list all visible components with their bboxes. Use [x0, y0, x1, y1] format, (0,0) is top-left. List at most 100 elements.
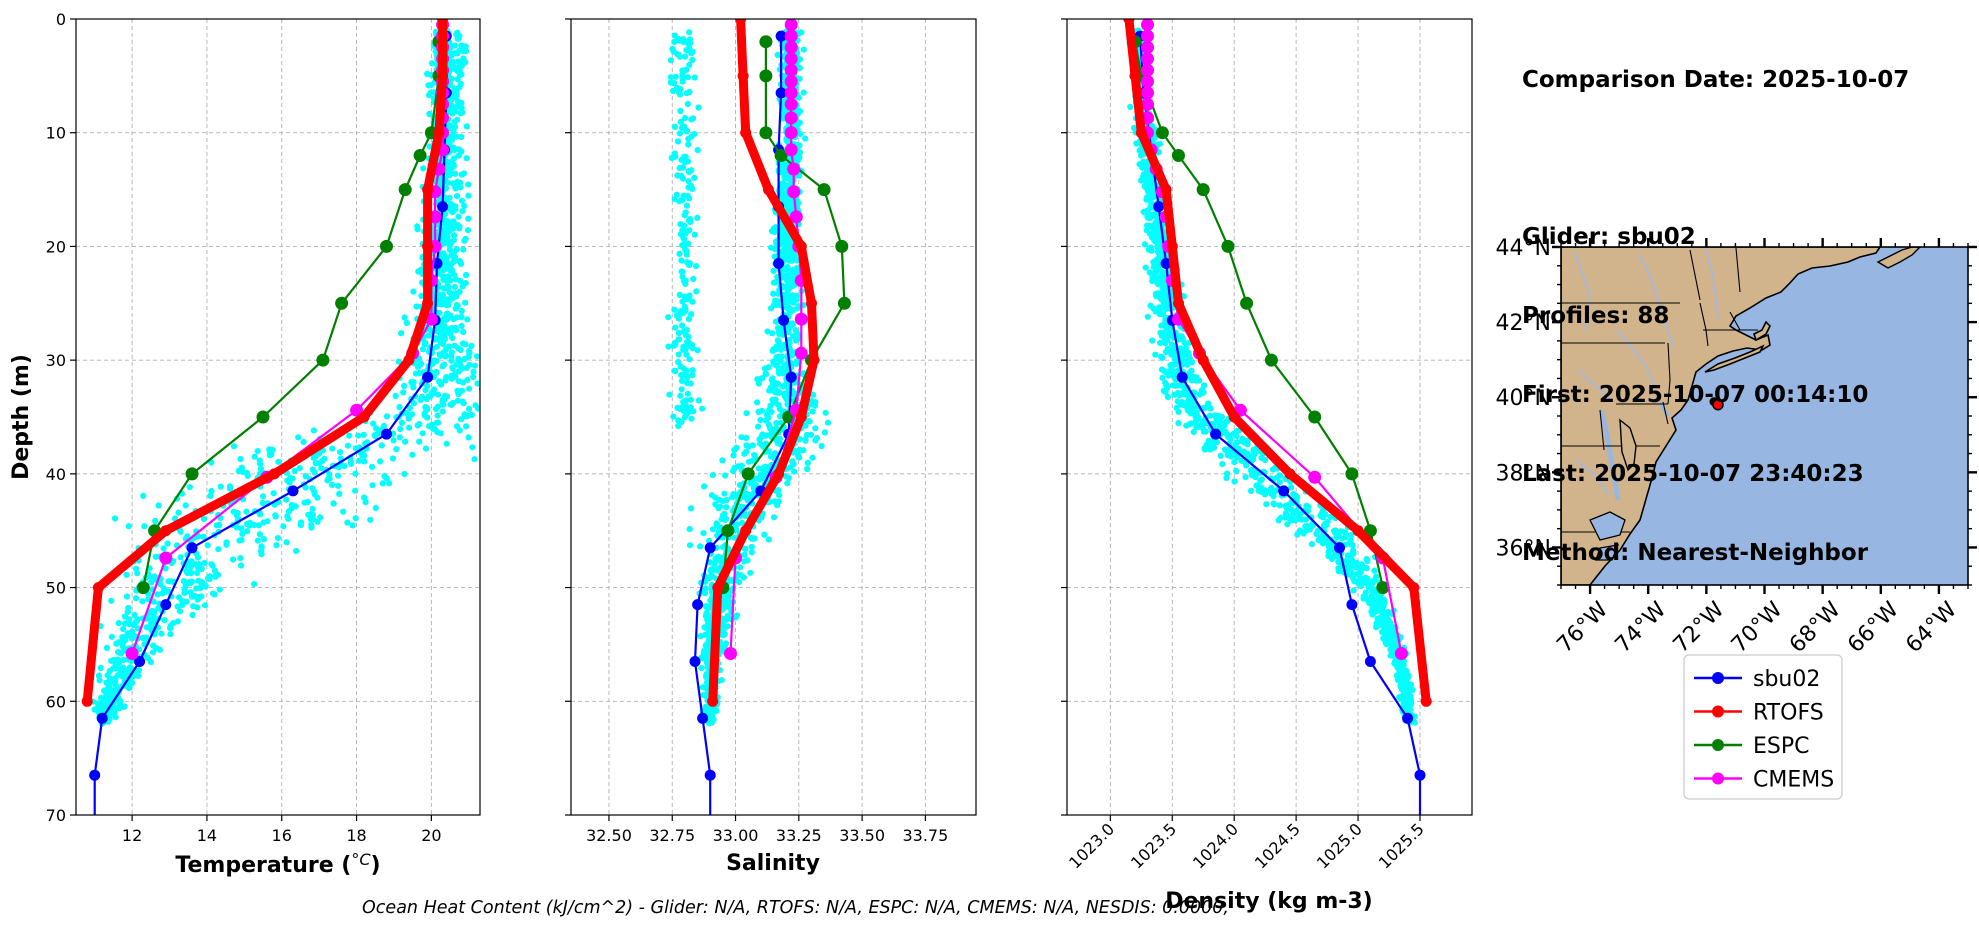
- glider-observation-point: [789, 458, 796, 465]
- glider-observation-point: [479, 374, 480, 377]
- glider-observation-point: [1314, 527, 1322, 534]
- glider-observation-point: [804, 459, 811, 466]
- glider-observation-point: [108, 597, 115, 604]
- glider-observation-point: [414, 226, 421, 233]
- glider-observation-point: [702, 672, 710, 680]
- glider-observation-point: [802, 437, 809, 444]
- espc-point: [817, 183, 831, 197]
- glider-observation-point: [444, 229, 451, 236]
- glider-observation-point: [712, 494, 719, 501]
- glider-observation-point: [175, 594, 183, 601]
- glider-observation-point: [665, 314, 672, 321]
- glider-observation-point: [1171, 355, 1178, 362]
- glider-observation-point: [738, 434, 745, 441]
- glider-observation-point: [161, 617, 168, 624]
- glider-observation-point: [761, 464, 768, 471]
- glider-observation-point: [1290, 491, 1297, 498]
- glider-observation-point: [254, 537, 261, 544]
- glider-observation-point: [167, 625, 174, 632]
- glider-observation-point: [462, 235, 469, 242]
- glider-observation-point: [1271, 501, 1278, 508]
- glider-observation-point: [1148, 247, 1155, 254]
- glider-observation-point: [671, 123, 679, 130]
- glider-observation-point: [447, 261, 454, 268]
- glider-observation-point: [1361, 564, 1369, 571]
- glider-observation-point: [475, 405, 480, 412]
- glider-observation-point: [1201, 382, 1208, 389]
- glider-observation-point: [208, 487, 215, 495]
- glider-observation-point: [301, 499, 308, 506]
- glider-observation-point: [273, 542, 280, 549]
- glider-observation-point: [1320, 507, 1327, 514]
- sbu02-point: [773, 258, 785, 269]
- glider-observation-point: [352, 515, 359, 522]
- cmems-point: [784, 111, 798, 125]
- glider-observation-point: [144, 654, 151, 662]
- glider-observation-point: [685, 408, 693, 415]
- sbu02-point: [287, 485, 299, 497]
- glider-observation-point: [329, 481, 336, 488]
- rtofs-point: [735, 19, 747, 25]
- sbu02-point: [1334, 542, 1345, 554]
- glider-observation-point: [1347, 537, 1354, 544]
- glider-observation-point: [719, 457, 726, 464]
- glider-observation-point: [765, 414, 772, 421]
- glider-observation-point: [168, 578, 175, 585]
- glider-observation-point: [373, 425, 380, 432]
- glider-observation-point: [455, 213, 462, 220]
- glider-observation-point: [686, 195, 693, 202]
- glider-observation-point: [748, 549, 755, 556]
- glider-observation-point: [690, 275, 697, 283]
- glider-observation-point: [457, 80, 464, 87]
- glider-observation-point: [183, 598, 190, 605]
- glider-observation-point: [678, 418, 685, 425]
- glider-observation-point: [679, 298, 686, 305]
- glider-observation-point: [450, 236, 457, 244]
- glider-observation-point: [1276, 479, 1283, 486]
- glider-observation-point: [201, 559, 208, 567]
- x-tick-label: 18: [346, 826, 366, 845]
- glider-observation-point: [421, 412, 428, 419]
- glider-observation-point: [1388, 641, 1395, 648]
- cmems-point: [784, 86, 798, 100]
- glider-observation-point: [824, 419, 832, 426]
- glider-observation-point: [458, 197, 466, 204]
- glider-observation-point: [682, 115, 689, 122]
- glider-observation-point: [771, 399, 779, 406]
- glider-observation-point: [1233, 467, 1240, 474]
- glider-observation-point: [679, 175, 687, 182]
- glider-observation-point: [1383, 641, 1390, 648]
- glider-observation-point: [403, 319, 410, 327]
- espc-point: [1221, 239, 1235, 253]
- glider-observation-point: [1167, 347, 1174, 354]
- glider-observation-point: [447, 161, 454, 168]
- x-tick-label: 16: [272, 826, 292, 845]
- glider-observation-point: [1149, 337, 1156, 344]
- glider-observation-point: [319, 457, 326, 465]
- glider-observation-point: [1150, 305, 1157, 312]
- glider-observation-point: [274, 535, 281, 542]
- glider-observation-point: [1371, 600, 1379, 607]
- glider-observation-point: [682, 307, 689, 314]
- salinity-panel: 32.50 32.75 33.00 33.25 33.50 33.75 Salinity: [565, 18, 977, 876]
- glider-observation-point: [441, 298, 448, 305]
- glider-observation-point: [672, 341, 679, 348]
- glider-observation-point: [794, 305, 801, 312]
- glider-observation-point: [455, 368, 462, 375]
- glider-observation-point: [439, 396, 447, 403]
- glider-observation-point: [770, 514, 778, 521]
- glider-observation-point: [457, 110, 464, 117]
- glider-observation-point: [1244, 441, 1251, 448]
- salinity-series: [689, 19, 851, 815]
- glider-observation-point: [802, 135, 809, 142]
- glider-observation-point: [671, 32, 678, 39]
- glider-observation-point: [1325, 542, 1332, 549]
- glider-observation-point: [139, 598, 146, 605]
- glider-observation-point: [1402, 679, 1409, 686]
- glider-observation-point: [463, 123, 470, 130]
- glider-observation-point: [785, 252, 792, 259]
- glider-observation-point: [1299, 529, 1306, 536]
- glider-observation-point: [1378, 606, 1386, 613]
- salinity-axes-frame: [570, 18, 977, 816]
- glider-observation-point: [1325, 549, 1332, 556]
